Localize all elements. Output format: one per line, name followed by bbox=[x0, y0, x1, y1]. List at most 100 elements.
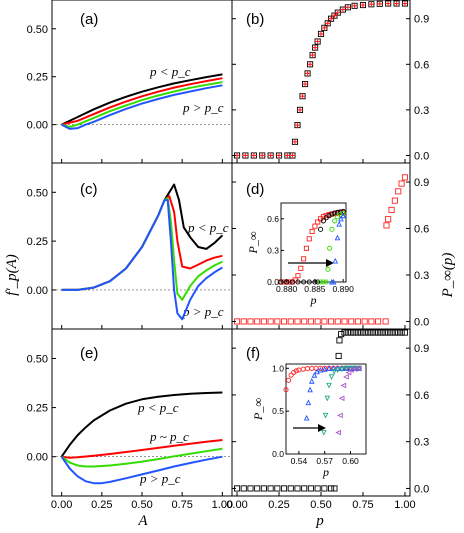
series-line-2 bbox=[61, 81, 223, 128]
label-e-lower: p > p_c bbox=[139, 471, 181, 486]
ytick-label: 0.3 bbox=[414, 105, 429, 117]
xtick-label: 0.00 bbox=[226, 499, 247, 511]
data-point bbox=[299, 93, 306, 99]
ytick-label: 0.00 bbox=[27, 120, 48, 132]
label-c-upper: p < p_c bbox=[187, 220, 229, 235]
data-point bbox=[382, 318, 389, 325]
inset-data-point bbox=[334, 234, 341, 241]
inset-data-point bbox=[303, 414, 310, 421]
data-point bbox=[368, 329, 375, 336]
right-ylabel: P_∞(p) bbox=[440, 253, 456, 299]
data-point bbox=[391, 197, 398, 204]
inset-xtick-label: 0.54 bbox=[291, 456, 308, 466]
inset-data-point bbox=[320, 279, 326, 285]
data-point bbox=[385, 0, 391, 7]
series-line-3 bbox=[60, 455, 223, 485]
series-line-1 bbox=[61, 77, 223, 126]
inset-data-point bbox=[309, 228, 315, 234]
data-point bbox=[260, 318, 267, 325]
data-point bbox=[402, 0, 408, 7]
inset-ytick-label: 0.0 bbox=[267, 277, 279, 287]
inset-data-point bbox=[339, 366, 345, 373]
series-1 bbox=[234, 0, 408, 159]
data-point bbox=[321, 318, 328, 325]
inset-data-point bbox=[295, 273, 301, 279]
data-point bbox=[328, 318, 335, 325]
data-point bbox=[401, 329, 409, 336]
inset-series-2 bbox=[321, 365, 362, 436]
inset-ytick-label: 1.0 bbox=[272, 363, 284, 373]
data-point bbox=[307, 318, 314, 325]
data-point bbox=[251, 152, 257, 159]
ytick-label: 0.6 bbox=[414, 224, 429, 236]
inset-data-point bbox=[328, 374, 335, 380]
data-point bbox=[334, 318, 341, 325]
data-point bbox=[351, 3, 358, 9]
inset-xtick-label: 0.60 bbox=[342, 456, 359, 466]
data-point bbox=[301, 485, 308, 492]
inset-data-point bbox=[332, 210, 338, 216]
inset-data-point bbox=[315, 219, 321, 225]
label-a-lower: p > p_c bbox=[182, 100, 224, 115]
inset-series-3 bbox=[335, 365, 362, 436]
inset-data-point bbox=[330, 278, 337, 285]
inset-data-point bbox=[338, 215, 344, 222]
ytick-label: 0.6 bbox=[414, 59, 429, 71]
inset-data-point bbox=[330, 365, 337, 371]
inset-xtick-label: 0.890 bbox=[333, 284, 355, 294]
inset-data-point bbox=[307, 386, 313, 393]
inset-data-point bbox=[340, 212, 347, 219]
series-line-0 bbox=[60, 391, 223, 458]
inset-data-point bbox=[286, 279, 293, 285]
series-0 bbox=[233, 174, 409, 325]
panel-f: 0.0 0.3 0.6 0.9 bbox=[232, 329, 429, 496]
data-point bbox=[284, 152, 291, 159]
inset-data-point bbox=[321, 366, 328, 372]
data-point bbox=[318, 31, 324, 37]
data-point bbox=[398, 329, 405, 336]
data-point bbox=[294, 122, 301, 128]
panel-label-e: (e) bbox=[80, 345, 98, 362]
data-point bbox=[314, 485, 321, 492]
data-point bbox=[240, 318, 247, 325]
series-line-0 bbox=[61, 73, 223, 126]
data-point bbox=[267, 485, 274, 492]
inset-data-point bbox=[331, 369, 338, 375]
inset-data-point bbox=[318, 279, 324, 285]
data-point bbox=[383, 222, 390, 229]
ytick-label: 0.0 bbox=[414, 316, 429, 328]
data-point bbox=[341, 318, 348, 325]
data-point bbox=[393, 0, 400, 7]
ytick-label: 0.25 bbox=[27, 403, 48, 415]
data-point bbox=[358, 329, 365, 336]
inset-ylabel: P_∞ bbox=[251, 398, 265, 421]
data-point bbox=[268, 152, 274, 159]
ytick-label: 0.25 bbox=[27, 72, 48, 84]
data-point bbox=[289, 152, 296, 159]
inset-data-point bbox=[338, 395, 345, 402]
data-point bbox=[338, 331, 345, 338]
data-point bbox=[341, 329, 348, 336]
data-point bbox=[378, 329, 385, 336]
xtick-label: 1.00 bbox=[394, 499, 415, 511]
data-point bbox=[325, 20, 331, 26]
data-point bbox=[348, 329, 355, 336]
inset-data-point bbox=[298, 265, 304, 271]
inset-data-point bbox=[286, 377, 292, 383]
data-point bbox=[287, 485, 294, 492]
panel-b: 0.0 0.3 0.6 0.9 bbox=[232, 0, 429, 163]
inset-data-point bbox=[295, 279, 301, 285]
inset-data-point bbox=[335, 429, 342, 436]
data-point bbox=[307, 485, 314, 492]
data-point bbox=[391, 329, 398, 336]
label-e-upper: p < p_c bbox=[137, 400, 179, 415]
data-point bbox=[294, 318, 301, 325]
xtick-label: 0.50 bbox=[131, 499, 152, 511]
inset-data-point bbox=[327, 245, 333, 251]
panel-label-a: (a) bbox=[80, 11, 98, 28]
inset-data-point bbox=[340, 210, 346, 217]
data-point bbox=[361, 318, 368, 325]
inset-data-point bbox=[311, 372, 318, 378]
series-line-2 bbox=[61, 197, 223, 301]
panel-a: 0.00 0.25 0.50 bbox=[27, 24, 232, 163]
